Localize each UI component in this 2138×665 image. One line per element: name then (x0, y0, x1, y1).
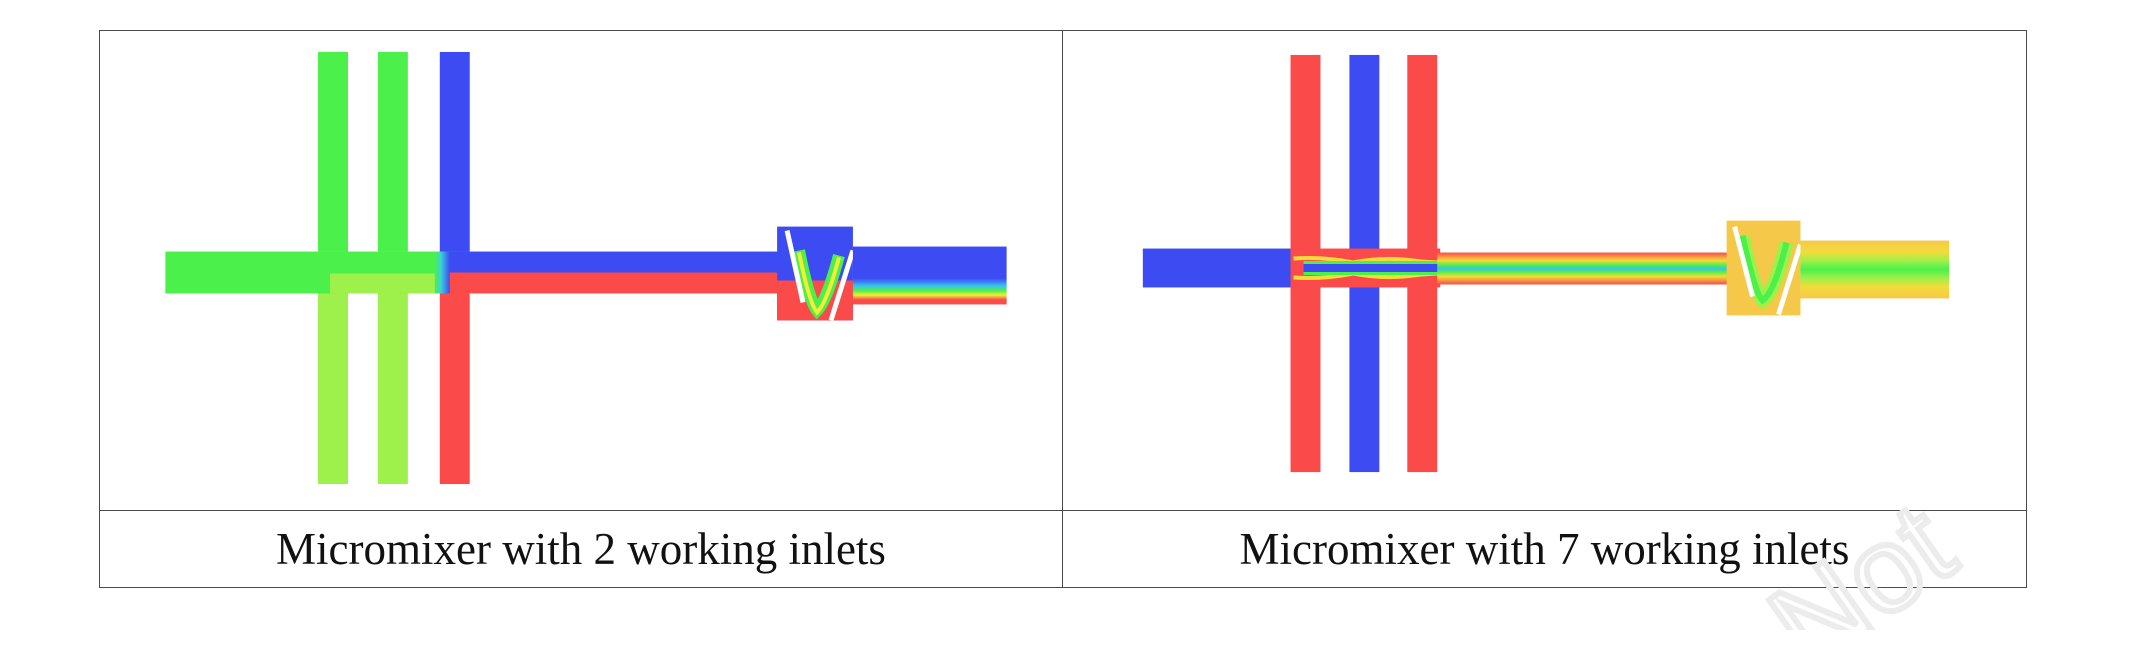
lower-inlet-1 (318, 262, 348, 485)
baffle-right (1776, 243, 1803, 316)
micromixer-2-inlets-image (100, 31, 1063, 511)
figure-table: Micromixer with 2 working inlets Micromi… (99, 30, 2027, 588)
lower-inlet-1 (1290, 280, 1321, 473)
upper-inlet-2 (1349, 54, 1380, 251)
left-inlet (1142, 248, 1303, 288)
upper-inlet-1 (318, 51, 348, 252)
main-channel-lower (439, 272, 785, 294)
outlet-channel (852, 246, 1007, 305)
baffle-left (784, 230, 806, 303)
main-channel-upper (439, 251, 785, 273)
lower-inlet-3 (439, 262, 470, 485)
micromixer-2-inlets-diagram (165, 51, 1007, 485)
lower-inlet-2 (377, 262, 408, 485)
caption-left: Micromixer with 2 working inlets (100, 511, 1063, 587)
lower-inlet-2 (1349, 280, 1380, 473)
micromixer-7-inlets-diagram (1142, 54, 1950, 473)
lower-inlet-3 (1407, 280, 1438, 473)
micromixer-7-inlets-image (1063, 31, 2026, 511)
outlet-channel (1800, 240, 1950, 299)
caption-right: Micromixer with 7 working inlets (1239, 524, 1850, 574)
upper-inlet-2 (377, 51, 408, 252)
main-channel (1437, 252, 1737, 285)
baffle-left (1732, 225, 1755, 298)
upper-inlet-1 (1290, 54, 1321, 251)
upper-inlet-3 (439, 51, 470, 252)
upper-inlet-3 (1407, 54, 1438, 251)
baffle-right (828, 249, 856, 322)
